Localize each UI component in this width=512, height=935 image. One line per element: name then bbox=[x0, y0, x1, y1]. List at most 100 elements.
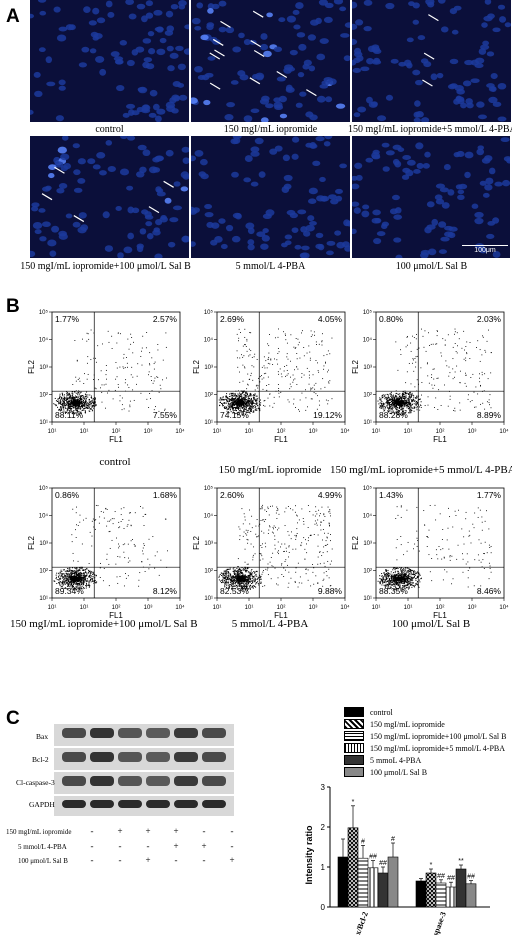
caption-b5: 5 mmol/L 4-PBA bbox=[231, 618, 309, 630]
y-axis-label: FL2 bbox=[192, 360, 201, 374]
flow-plot-2: 2.69% 4.05% 74.15% 19.12% 10¹ 10⁵ 10¹ 10⁴ 10² 10³… bbox=[183, 302, 351, 452]
treatment-sign: - bbox=[90, 855, 94, 865]
treatment-sign: - bbox=[230, 826, 234, 836]
blot-band bbox=[62, 776, 86, 786]
blot-band bbox=[202, 752, 226, 762]
significance-mark: # bbox=[361, 838, 365, 845]
bar bbox=[377, 872, 389, 908]
x-axis-label: FL1 bbox=[433, 611, 447, 620]
blot-band bbox=[146, 728, 170, 738]
caption-b2: 150 mgI/mL iopromide bbox=[218, 464, 322, 476]
fluor-image-1 bbox=[30, 0, 189, 122]
treatment-sign: + bbox=[173, 826, 179, 836]
quadrant-ll-value: 89.34% bbox=[55, 586, 84, 596]
caption-b3: 150 mgI/mL iopromide+5 mmol/L 4-PBA bbox=[330, 464, 512, 476]
caption-a6: 100 μmol/L Sal B bbox=[395, 261, 468, 272]
y-tick-label: 10² bbox=[204, 393, 213, 399]
treatment-label-3: 100 μmol/L Sal B bbox=[18, 857, 68, 865]
x-axis-label: FL1 bbox=[274, 611, 288, 620]
bar bbox=[357, 857, 369, 908]
scale-bar-label: 100μm bbox=[474, 247, 496, 254]
caption-a4: 150 mgI/mL iopromide+100 μmol/L Sal B bbox=[20, 261, 191, 272]
y-tick-label: 10³ bbox=[204, 365, 213, 371]
treatment-sign: + bbox=[117, 826, 123, 836]
x-tick-label: 10² bbox=[277, 605, 286, 611]
significance-mark: # bbox=[391, 836, 395, 843]
y-tick-label: 10⁴ bbox=[39, 513, 49, 520]
quadrant-ur-value: 1.77% bbox=[477, 490, 502, 500]
x-tick-label: 10¹ bbox=[245, 429, 254, 435]
x-tick-label: 10¹ bbox=[404, 605, 413, 611]
significance-mark: ## bbox=[437, 873, 445, 880]
x-tick-label: 10⁴ bbox=[340, 428, 350, 435]
treatment-sign: + bbox=[145, 826, 151, 836]
blot-band bbox=[146, 800, 170, 808]
legend-item-2: 150 mgI/mL iopromide bbox=[370, 719, 445, 729]
significance-mark: ** bbox=[458, 858, 464, 865]
blot-band bbox=[90, 728, 114, 738]
panel-a-label: A bbox=[6, 6, 20, 27]
y-tick-label: 10² bbox=[363, 393, 372, 399]
x-tick-label: 10¹ bbox=[48, 605, 57, 611]
treatment-sign: + bbox=[145, 855, 151, 865]
quadrant-ur-value: 2.57% bbox=[153, 314, 178, 324]
treatment-label-2: 5 mmol/L 4-PBA bbox=[18, 843, 67, 851]
x-tick-label: 10² bbox=[436, 605, 445, 611]
blot-label-caspase: Cl-caspase-3 bbox=[16, 778, 55, 787]
blot-band bbox=[174, 800, 198, 808]
blot-band bbox=[146, 752, 170, 762]
caption-a3: 150 mgI/mL iopromide+5 mmol/L 4-PBA bbox=[348, 124, 512, 135]
bar bbox=[425, 872, 437, 908]
x-tick-label: 10³ bbox=[144, 605, 153, 611]
significance-mark: ## bbox=[447, 875, 455, 882]
x-axis-label: FL1 bbox=[433, 435, 447, 444]
quadrant-ll-value: 88.11% bbox=[55, 410, 84, 420]
blot-band bbox=[174, 728, 198, 738]
bar bbox=[347, 827, 359, 908]
y-tick-label: 10¹ bbox=[39, 420, 48, 426]
blot-label-gapdh: GAPDH bbox=[29, 800, 55, 809]
blot-band bbox=[90, 776, 114, 786]
fluor-image-5 bbox=[191, 136, 350, 258]
y-tick-label: 10⁵ bbox=[204, 485, 214, 492]
bar bbox=[367, 867, 379, 908]
y-tick-label: 10³ bbox=[39, 365, 48, 371]
significance-mark: * bbox=[430, 862, 433, 869]
x-tick-label: 10³ bbox=[309, 605, 318, 611]
caption-b1: control bbox=[99, 456, 131, 468]
blot-band bbox=[202, 776, 226, 786]
y-tick-label: 1 bbox=[321, 863, 326, 872]
quadrant-ll-value: 88.35% bbox=[379, 586, 408, 596]
y-tick-label: 10⁵ bbox=[204, 309, 214, 316]
y-axis-label: FL2 bbox=[351, 360, 360, 374]
x-tick-label: 10² bbox=[112, 429, 121, 435]
quadrant-lr-value: 9.88% bbox=[318, 586, 343, 596]
treatment-sign: + bbox=[201, 840, 207, 851]
significance-mark: * bbox=[352, 799, 355, 806]
y-tick-label: 10¹ bbox=[204, 420, 213, 426]
blot-label-bcl2: Bcl-2 bbox=[32, 755, 49, 764]
x-tick-label: 10⁴ bbox=[175, 428, 185, 435]
blot-band bbox=[146, 776, 170, 786]
x-tick-label: 10³ bbox=[468, 605, 477, 611]
quadrant-ur-value: 4.05% bbox=[318, 314, 343, 324]
bar bbox=[435, 882, 447, 908]
x-tick-label: 10¹ bbox=[245, 605, 254, 611]
quadrant-ul-value: 0.80% bbox=[379, 314, 404, 324]
scale-bar bbox=[462, 245, 508, 246]
legend-item-3: 150 mgI/mL iopromide+100 μmol/L Sal B bbox=[370, 731, 507, 741]
x-category-label: Cl-caspase-3 bbox=[425, 911, 448, 935]
blot-band bbox=[118, 776, 142, 786]
y-tick-label: 10⁵ bbox=[363, 485, 373, 492]
treatment-sign: - bbox=[90, 840, 94, 851]
y-axis-label: Intensity ratio bbox=[304, 825, 314, 885]
quadrant-ul-value: 2.60% bbox=[220, 490, 245, 500]
blot-band bbox=[202, 728, 226, 738]
y-tick-label: 10³ bbox=[363, 365, 372, 371]
quadrant-ur-value: 2.03% bbox=[477, 314, 502, 324]
treatment-sign: - bbox=[118, 855, 122, 865]
blot-label-bax: Bax bbox=[36, 732, 49, 741]
y-tick-label: 10² bbox=[39, 569, 48, 575]
y-tick-label: 10⁵ bbox=[363, 309, 373, 316]
